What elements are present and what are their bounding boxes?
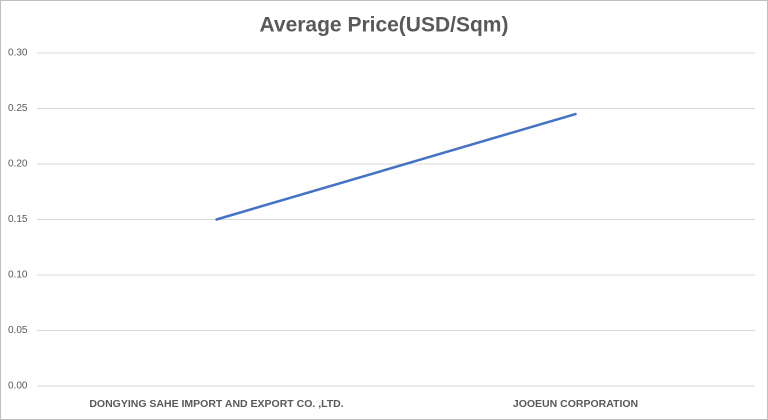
y-tick-label: 0.05: [8, 325, 28, 336]
y-tick-label: 0.10: [8, 270, 28, 281]
y-tick-label: 0.30: [8, 48, 28, 59]
y-tick-label: 0.00: [8, 381, 28, 392]
y-tick-label: 0.15: [8, 214, 28, 225]
y-tick-label: 0.25: [8, 103, 28, 114]
chart-title: Average Price(USD/Sqm): [260, 14, 509, 37]
y-tick-label: 0.20: [8, 159, 28, 170]
x-tick-label: JOOEUN CORPORATION: [513, 398, 638, 410]
x-tick-label: DONGYING SAHE IMPORT AND EXPORT CO. ,LTD…: [89, 398, 343, 410]
line-series: [215, 112, 577, 221]
